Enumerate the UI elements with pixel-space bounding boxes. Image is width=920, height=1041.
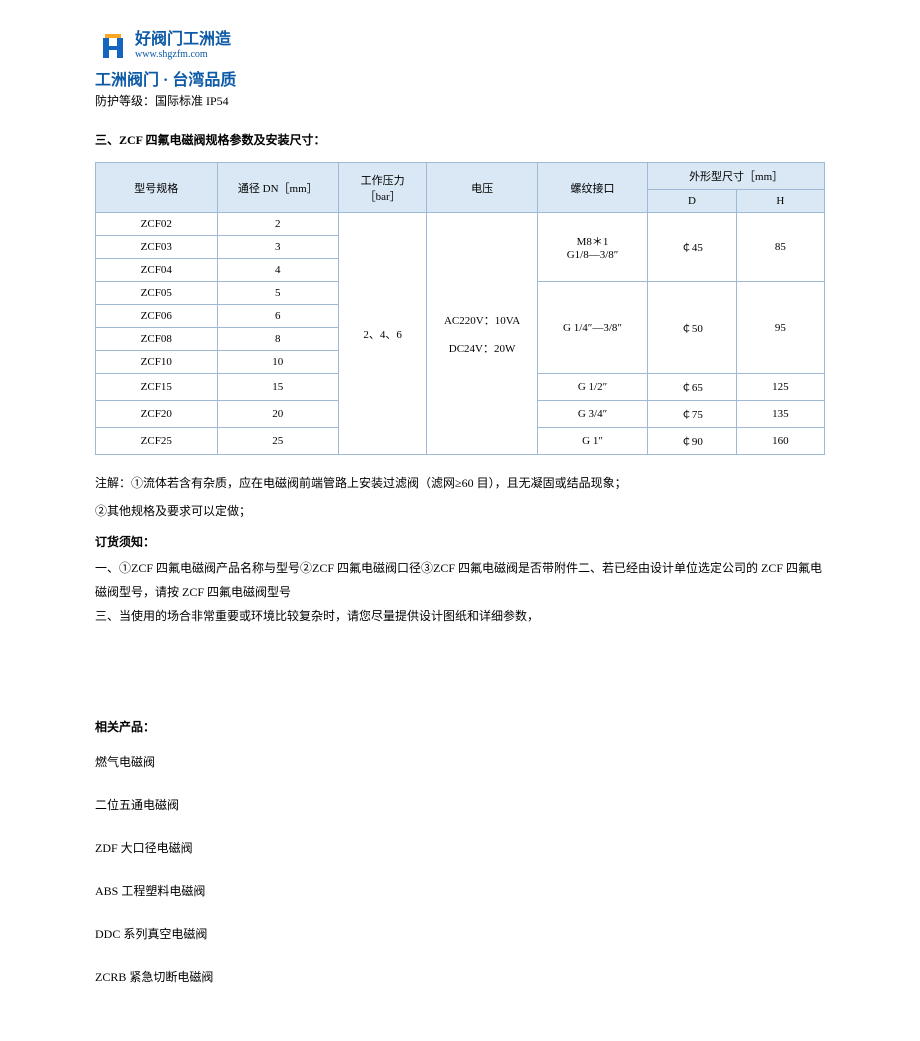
related-item: ABS 工程塑料电磁阀 <box>95 882 825 899</box>
logo-icon <box>95 30 131 66</box>
cell-dn: 20 <box>217 401 339 428</box>
cell-dn: 2 <box>217 213 339 236</box>
order-line-1: 一、①ZCF 四氟电磁阀产品名称与型号②ZCF 四氟电磁阀口径③ZCF 四氟电磁… <box>95 556 825 604</box>
related-item: 二位五通电磁阀 <box>95 796 825 813</box>
order-line-2: 三、当使用的场合非常重要或环境比较复杂时，请您尽量提供设计图纸和详细参数， <box>95 604 825 628</box>
cell-dn: 10 <box>217 351 339 374</box>
spec-table: 型号规格 通径 DN［mm］ 工作压力 ［bar］ 电压 螺纹接口 外形型尺寸［… <box>95 162 825 455</box>
cell-model: ZCF25 <box>96 428 218 455</box>
cell-h-3: 125 <box>736 374 824 401</box>
cell-model: ZCF04 <box>96 259 218 282</box>
header-d: D <box>648 190 736 213</box>
section-title: 三、ZCF 四氟电磁阀规格参数及安装尺寸： <box>95 131 825 148</box>
cell-voltage: AC220V：10VA DC24V：20W <box>427 213 537 455</box>
cell-h-4: 135 <box>736 401 824 428</box>
cell-d-5: ￠90 <box>648 428 736 455</box>
logo-section: 好阀门工洲造 www.shgzfm.com 工洲阀门 · 台湾品质 防护等级：国… <box>95 30 825 109</box>
cell-d-2: ￠50 <box>648 282 736 374</box>
header-dimensions: 外形型尺寸［mm］ <box>648 163 825 190</box>
header-pressure: 工作压力 ［bar］ <box>339 163 427 213</box>
related-title: 相关产品： <box>95 718 825 735</box>
cell-d-1: ￠45 <box>648 213 736 282</box>
cell-d-3: ￠65 <box>648 374 736 401</box>
header-dn: 通径 DN［mm］ <box>217 163 339 213</box>
cell-model: ZCF06 <box>96 305 218 328</box>
logo-url: www.shgzfm.com <box>135 49 231 61</box>
related-item: 燃气电磁阀 <box>95 753 825 770</box>
cell-dn: 25 <box>217 428 339 455</box>
cell-dn: 8 <box>217 328 339 351</box>
cell-model: ZCF05 <box>96 282 218 305</box>
note-2: ②其他规格及要求可以定做； <box>95 499 825 523</box>
note-1: 注解：①流体若含有杂质，应在电磁阀前端管路上安装过滤阀（滤网≥60 目），且无凝… <box>95 471 825 495</box>
cell-dn: 5 <box>217 282 339 305</box>
order-title: 订货须知： <box>95 533 825 550</box>
cell-thread-5: G 1″ <box>537 428 647 455</box>
header-thread: 螺纹接口 <box>537 163 647 213</box>
related-item: ZCRB 紧急切断电磁阀 <box>95 968 825 985</box>
protection-level: 防护等级：国际标准 IP54 <box>95 92 825 109</box>
cell-h-1: 85 <box>736 213 824 282</box>
logo-row: 好阀门工洲造 www.shgzfm.com <box>95 30 825 66</box>
cell-thread-4: G 3/4″ <box>537 401 647 428</box>
cell-thread-1: M8＊1 G1/8—3/8″ <box>537 213 647 282</box>
cell-dn: 15 <box>217 374 339 401</box>
table-row: ZCF02 2 2、4、6 AC220V：10VA DC24V：20W M8＊1… <box>96 213 825 236</box>
cell-pressure: 2、4、6 <box>339 213 427 455</box>
cell-model: ZCF08 <box>96 328 218 351</box>
cell-model: ZCF20 <box>96 401 218 428</box>
cell-dn: 6 <box>217 305 339 328</box>
logo-sub-text: 工洲阀门 · 台湾品质 <box>95 66 825 90</box>
cell-thread-2: G 1/4″—3/8″ <box>537 282 647 374</box>
cell-d-4: ￠75 <box>648 401 736 428</box>
related-item: ZDF 大口径电磁阀 <box>95 839 825 856</box>
cell-dn: 4 <box>217 259 339 282</box>
cell-dn: 3 <box>217 236 339 259</box>
cell-h-2: 95 <box>736 282 824 374</box>
cell-model: ZCF10 <box>96 351 218 374</box>
related-item: DDC 系列真空电磁阀 <box>95 925 825 942</box>
cell-h-5: 160 <box>736 428 824 455</box>
cell-model: ZCF02 <box>96 213 218 236</box>
header-voltage: 电压 <box>427 163 537 213</box>
cell-thread-3: G 1/2″ <box>537 374 647 401</box>
header-h: H <box>736 190 824 213</box>
logo-main-text: 好阀门工洲造 <box>135 30 231 49</box>
header-model: 型号规格 <box>96 163 218 213</box>
cell-model: ZCF03 <box>96 236 218 259</box>
cell-model: ZCF15 <box>96 374 218 401</box>
